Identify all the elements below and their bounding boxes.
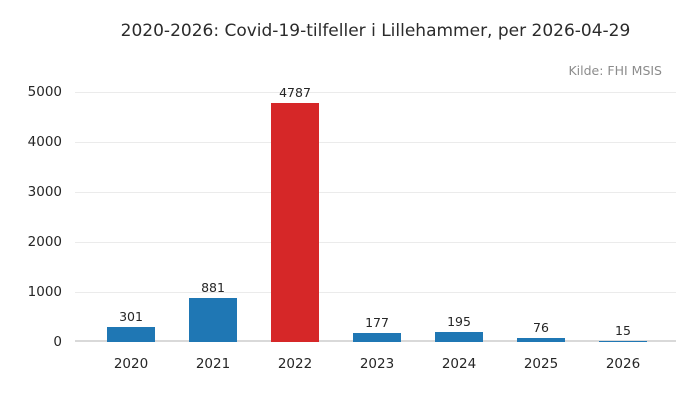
x-tick-label: 2026: [605, 356, 641, 372]
x-axis: 2020 2021 2022 2023 2024 2025 2026: [75, 356, 676, 376]
gridline: [75, 192, 676, 193]
y-tick-label: 1000: [27, 284, 62, 300]
bar-value-label: 301: [119, 309, 143, 324]
x-tick-label: 2022: [277, 356, 313, 372]
gridline: [75, 92, 676, 93]
bar-value-label: 4787: [279, 85, 311, 100]
gridline: [75, 292, 676, 293]
bar-2020: [107, 327, 155, 342]
bar-2026: [599, 341, 647, 342]
y-tick-label: 3000: [27, 184, 62, 200]
bar-value-label: 881: [201, 280, 225, 295]
bar-2021: [189, 298, 237, 342]
x-tick-label: 2024: [441, 356, 477, 372]
y-tick-label: 2000: [27, 234, 62, 250]
x-tick-label: 2025: [523, 356, 559, 372]
y-tick-label: 5000: [27, 84, 62, 100]
x-tick-label: 2020: [113, 356, 149, 372]
x-tick-label: 2023: [359, 356, 395, 372]
y-tick-label: 4000: [27, 134, 62, 150]
chart-title: 2020-2026: Covid-19-tilfeller i Lilleham…: [120, 21, 631, 41]
gridline: [75, 242, 676, 243]
bar-value-label: 15: [615, 323, 631, 338]
bar-value-label: 195: [447, 314, 471, 329]
bar-2023: [353, 333, 401, 342]
bar-2024: [435, 332, 483, 342]
x-tick-label: 2021: [195, 356, 231, 372]
bar-value-label: 177: [365, 315, 389, 330]
gridline: [75, 142, 676, 143]
bar-2022: [271, 103, 319, 342]
y-axis: 0 1000 2000 3000 4000 5000: [0, 84, 62, 350]
plot-area: 301 881 4787 177 195 76 15: [75, 85, 676, 342]
source-note: Kilde: FHI MSIS: [568, 63, 662, 78]
bar-value-label: 76: [533, 320, 549, 335]
bar-2025: [517, 338, 565, 342]
y-tick-label: 0: [53, 334, 62, 350]
